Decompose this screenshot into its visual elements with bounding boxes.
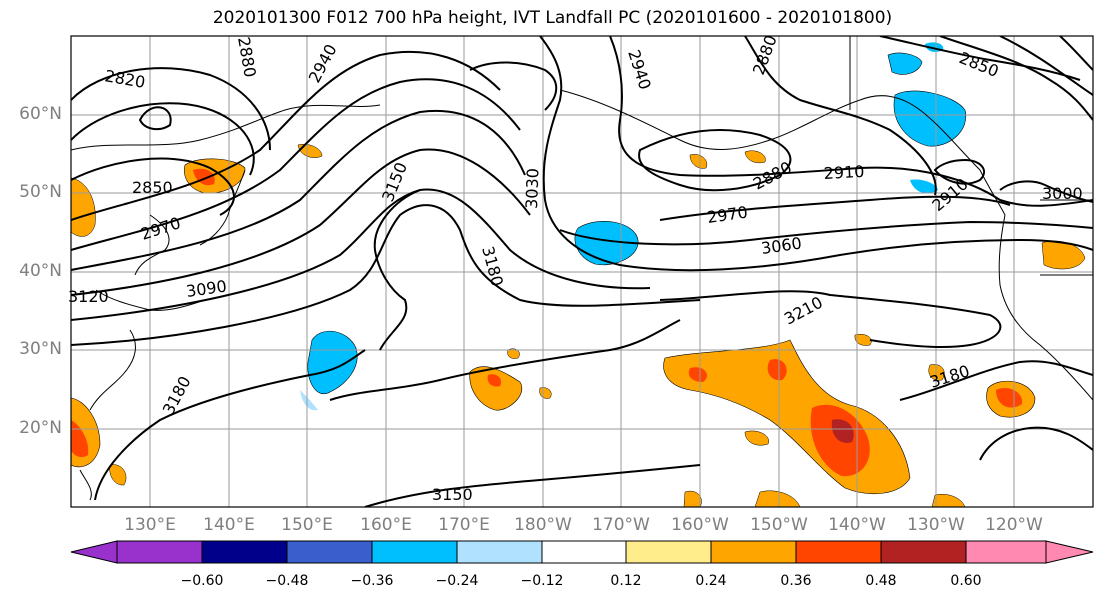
colorbar-tick: 0.12 bbox=[610, 573, 642, 589]
colorbar-tick: −0.48 bbox=[265, 573, 309, 589]
ivt-positive-region bbox=[744, 150, 766, 164]
colorbar-tick: −0.12 bbox=[520, 573, 564, 589]
contour-label: 2940 bbox=[305, 41, 341, 86]
ivt-negative-region bbox=[307, 330, 358, 395]
colorbar-tick: 0.48 bbox=[865, 573, 897, 589]
height-contours bbox=[71, 36, 1093, 507]
contour-label: 3180 bbox=[478, 244, 507, 288]
contour-label: 3090 bbox=[185, 276, 228, 300]
ivt-positive-region bbox=[996, 387, 1023, 408]
lat-label: 60°N bbox=[19, 104, 62, 124]
colorbar-tick: −0.24 bbox=[435, 573, 479, 589]
contour-label: 3150 bbox=[432, 485, 473, 504]
colorbar bbox=[70, 540, 1094, 564]
lat-label: 20°N bbox=[19, 418, 62, 438]
map-frame bbox=[70, 35, 1094, 508]
contour-label: 3150 bbox=[378, 160, 411, 205]
ivt-negative-region bbox=[910, 179, 938, 194]
ivt-positive-region bbox=[487, 374, 502, 387]
ivt-positive-region bbox=[754, 490, 801, 507]
ivt-positive-region bbox=[928, 364, 945, 381]
ivt-positive-region bbox=[854, 334, 872, 346]
lon-label: 150°W bbox=[750, 515, 808, 535]
lon-label: 170°E bbox=[438, 515, 490, 535]
ivt-positive-region bbox=[689, 154, 708, 169]
lat-label: 50°N bbox=[19, 182, 62, 202]
ivt-negative-region bbox=[574, 221, 639, 266]
contour-label: 2820 bbox=[103, 66, 146, 92]
contour-label: 3210 bbox=[781, 293, 826, 329]
contour-label: 2850 bbox=[957, 48, 1002, 81]
lon-label: 170°W bbox=[592, 515, 650, 535]
colorbar-tick: −0.36 bbox=[350, 573, 394, 589]
lon-label: 140°W bbox=[828, 515, 886, 535]
contour-label: 3180 bbox=[159, 373, 195, 418]
ivt-positive-region bbox=[507, 348, 520, 359]
colorbar-tick: 0.60 bbox=[950, 573, 982, 589]
lon-label: 160°E bbox=[360, 515, 412, 535]
ivt-positive-region bbox=[193, 168, 215, 186]
colorbar-tick: 0.36 bbox=[780, 573, 812, 589]
contour-label: 3120 bbox=[68, 287, 109, 306]
contour-label: 2910 bbox=[928, 174, 971, 215]
lon-label: 130°W bbox=[907, 515, 965, 535]
contour-label: 2940 bbox=[624, 47, 655, 92]
contour-label: 3030 bbox=[522, 168, 542, 209]
contour-label: 3000 bbox=[1042, 184, 1083, 203]
contour-label: 2970 bbox=[706, 202, 749, 226]
lon-label: 120°W bbox=[985, 515, 1043, 535]
ivt-negative-region bbox=[300, 390, 318, 411]
colorbar-tick: −0.60 bbox=[180, 573, 224, 589]
colorbar-tick: 0.24 bbox=[695, 573, 727, 589]
ivt-positive-region bbox=[744, 430, 769, 446]
contour-label: 2850 bbox=[132, 178, 173, 197]
ivt-positive-region bbox=[683, 490, 702, 507]
ivt-positive-region bbox=[831, 419, 854, 443]
contour-label: 2910 bbox=[823, 162, 865, 183]
contour-label: 2880 bbox=[749, 33, 781, 78]
contour-label: 2880 bbox=[750, 158, 795, 194]
contour-label: 2970 bbox=[138, 213, 183, 244]
ivt-positive-region bbox=[539, 387, 552, 399]
ivt-positive-region bbox=[109, 464, 127, 486]
map-title: 2020101300 F012 700 hPa height, IVT Land… bbox=[212, 8, 893, 28]
ivt-negative-region bbox=[887, 52, 923, 75]
lon-label: 130°E bbox=[124, 515, 176, 535]
lon-label: 180°W bbox=[514, 515, 572, 535]
lat-label: 30°N bbox=[19, 339, 62, 359]
contour-label: 2880 bbox=[234, 35, 260, 78]
ivt-positive-region bbox=[767, 359, 787, 381]
lat-label: 40°N bbox=[19, 261, 62, 281]
colorbar-extend-high bbox=[1045, 540, 1094, 564]
contour-label: 3060 bbox=[760, 233, 803, 257]
ivt-positive-region bbox=[688, 367, 707, 382]
contour-label: 3180 bbox=[927, 361, 972, 392]
lon-label: 150°E bbox=[281, 515, 333, 535]
ivt-positive-region bbox=[931, 494, 966, 507]
lon-label: 140°E bbox=[203, 515, 255, 535]
lon-label: 160°W bbox=[671, 515, 729, 535]
